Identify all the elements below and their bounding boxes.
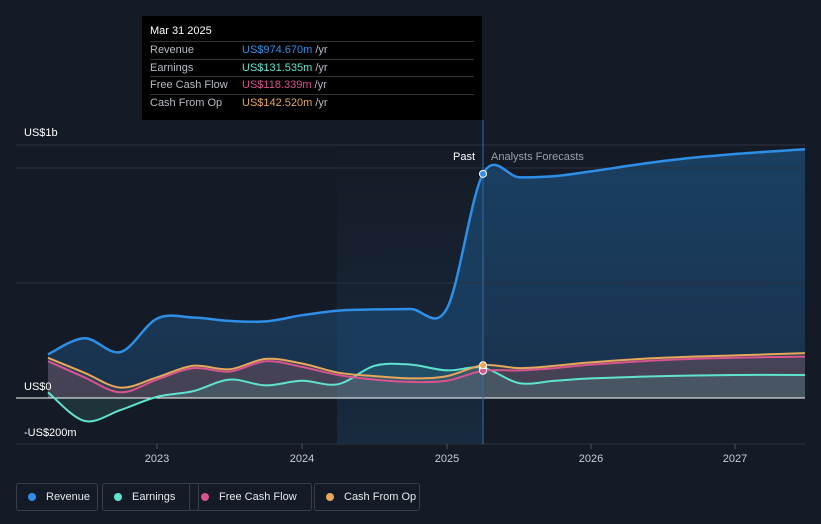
series-area-revenue bbox=[48, 149, 805, 398]
legend-label: Cash From Op bbox=[344, 491, 417, 503]
tooltip-row-cash-from-op: Cash From Op US$142.520m/yr bbox=[150, 93, 474, 112]
tooltip-value: US$118.339m bbox=[242, 79, 312, 91]
legend-item-free-cash-flow[interactable]: Free Cash Flow bbox=[189, 483, 312, 511]
series-line-revenue bbox=[47, 148, 806, 356]
tooltip-unit: /yr bbox=[315, 61, 328, 74]
forecast-label: Analysts Forecasts bbox=[491, 151, 584, 163]
legend-dot-icon bbox=[201, 493, 209, 501]
data-point-marker bbox=[479, 361, 487, 370]
tooltip-row-earnings: Earnings US$131.535m/yr bbox=[150, 58, 474, 77]
x-tick-label: 2027 bbox=[723, 453, 747, 465]
legend-label: Free Cash Flow bbox=[219, 491, 297, 503]
legend-dot-icon bbox=[326, 493, 334, 501]
tooltip-label: Cash From Op bbox=[150, 96, 223, 109]
past-label: Past bbox=[453, 151, 475, 163]
legend-item-revenue[interactable]: Revenue bbox=[16, 483, 98, 511]
tooltip-row-revenue: Revenue US$974.670m/yr bbox=[150, 41, 474, 59]
tooltip-label: Free Cash Flow bbox=[150, 79, 228, 91]
tooltip-value: US$131.535m bbox=[242, 61, 313, 74]
data-point-marker bbox=[479, 169, 487, 178]
tooltip-label: Revenue bbox=[150, 44, 195, 56]
legend-dot-icon bbox=[114, 493, 122, 501]
data-tooltip: Mar 31 2025 Revenue US$974.670m/yr Earnin… bbox=[142, 16, 482, 120]
tooltip-unit: /yr bbox=[315, 96, 328, 109]
y-axis-label: -US$200m bbox=[24, 427, 77, 439]
legend-item-earnings[interactable]: Earnings bbox=[102, 483, 199, 511]
tooltip-unit: /yr bbox=[314, 79, 327, 91]
x-tick-label: 2025 bbox=[435, 453, 459, 465]
tooltip-date: Mar 31 2025 bbox=[150, 25, 212, 37]
legend-label: Revenue bbox=[46, 491, 91, 503]
x-tick-label: 2024 bbox=[290, 453, 314, 465]
x-tick-label: 2023 bbox=[145, 453, 169, 465]
series-line-free-cash-flow bbox=[47, 355, 806, 394]
tooltip-value: US$974.670m bbox=[242, 44, 313, 56]
earnings-revenue-chart: US$1b US$0 -US$200m 2023 2024 2025 2026 2027 Pas… bbox=[16, 120, 806, 465]
tooltip-unit: /yr bbox=[315, 44, 328, 56]
tooltip-label: Earnings bbox=[150, 61, 194, 74]
series-area-free-cash-flow bbox=[48, 356, 805, 398]
tooltip-value: US$142.520m bbox=[242, 96, 313, 109]
series-line-cash-from-op bbox=[47, 352, 806, 389]
series-area-cash-from-op bbox=[48, 353, 805, 398]
y-axis-label: US$0 bbox=[24, 381, 52, 393]
x-tick-label: 2026 bbox=[579, 453, 603, 465]
series-line-earnings bbox=[47, 362, 806, 423]
legend-label: Earnings bbox=[132, 491, 176, 503]
legend-item-cash-from-op[interactable]: Cash From Op bbox=[314, 483, 420, 511]
y-axis-label: US$1b bbox=[24, 127, 58, 139]
tooltip-row-free-cash-flow: Free Cash Flow US$118.339m/yr bbox=[150, 76, 474, 94]
legend-dot-icon bbox=[28, 493, 36, 501]
